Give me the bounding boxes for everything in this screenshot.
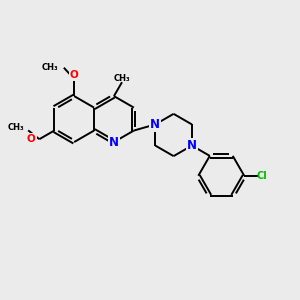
Text: CH₃: CH₃ <box>42 63 58 72</box>
Text: O: O <box>70 70 79 80</box>
Text: N: N <box>109 136 119 148</box>
Text: O: O <box>27 134 35 144</box>
Text: CH₃: CH₃ <box>114 74 130 83</box>
Text: CH₃: CH₃ <box>8 123 24 132</box>
Text: N: N <box>187 139 197 152</box>
Text: Cl: Cl <box>256 171 267 181</box>
Text: N: N <box>150 118 160 131</box>
